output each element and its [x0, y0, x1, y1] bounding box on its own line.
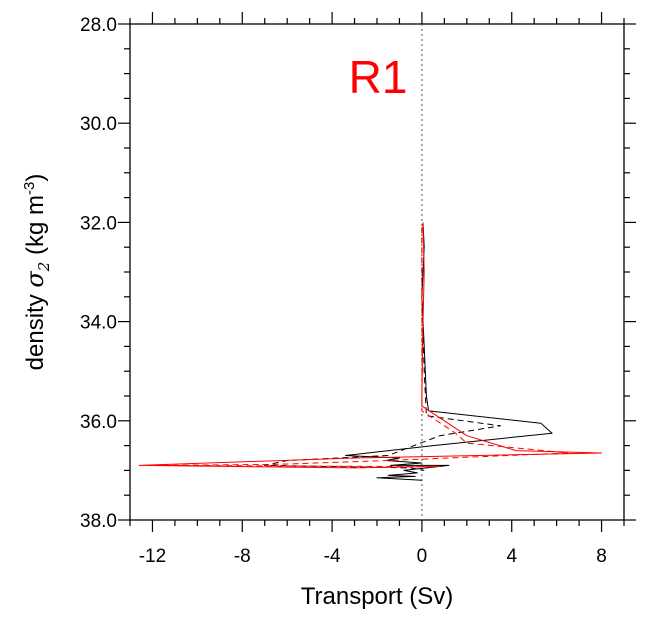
series-line-1: [345, 222, 553, 481]
series-layer: [138, 222, 602, 481]
x-tick-label: -8: [234, 546, 251, 567]
y-tick-label: 32.0: [80, 213, 117, 234]
y-tick-label: 38.0: [80, 511, 117, 532]
panel-label: R1: [349, 51, 408, 103]
y-axis-title-subscript: 2: [35, 262, 53, 273]
y-axis-title-close: ): [22, 174, 49, 182]
y-tick-label: 30.0: [80, 114, 117, 135]
series-line-4: [152, 227, 569, 468]
x-tick-label: -4: [324, 546, 341, 567]
y-axis-title: density σ2 (kg m-3): [21, 174, 53, 371]
axis-ticks: [118, 12, 636, 532]
y-axis-title-exponent: -3: [21, 182, 38, 195]
series-line-2: [264, 227, 501, 471]
y-axis-title-prefix: density: [22, 288, 49, 371]
series-line-3: [138, 222, 602, 469]
y-tick-label: 34.0: [80, 313, 117, 334]
x-tick-label: 4: [506, 546, 517, 567]
x-tick-label: 8: [596, 546, 607, 567]
y-tick-label: 36.0: [80, 412, 117, 433]
y-tick-label: 28.0: [80, 15, 117, 36]
x-tick-label: 0: [417, 546, 428, 567]
y-axis-title-units: (kg m: [22, 195, 49, 262]
x-axis-title: Transport (Sv): [301, 583, 453, 610]
x-tick-labels: -12 -8 -4 0 4 8: [139, 546, 607, 567]
y-tick-labels: 28.0 30.0 32.0 34.0 36.0 38.0: [80, 15, 117, 532]
y-axis-title-symbol: σ: [21, 271, 49, 288]
x-tick-label: -12: [139, 546, 166, 567]
